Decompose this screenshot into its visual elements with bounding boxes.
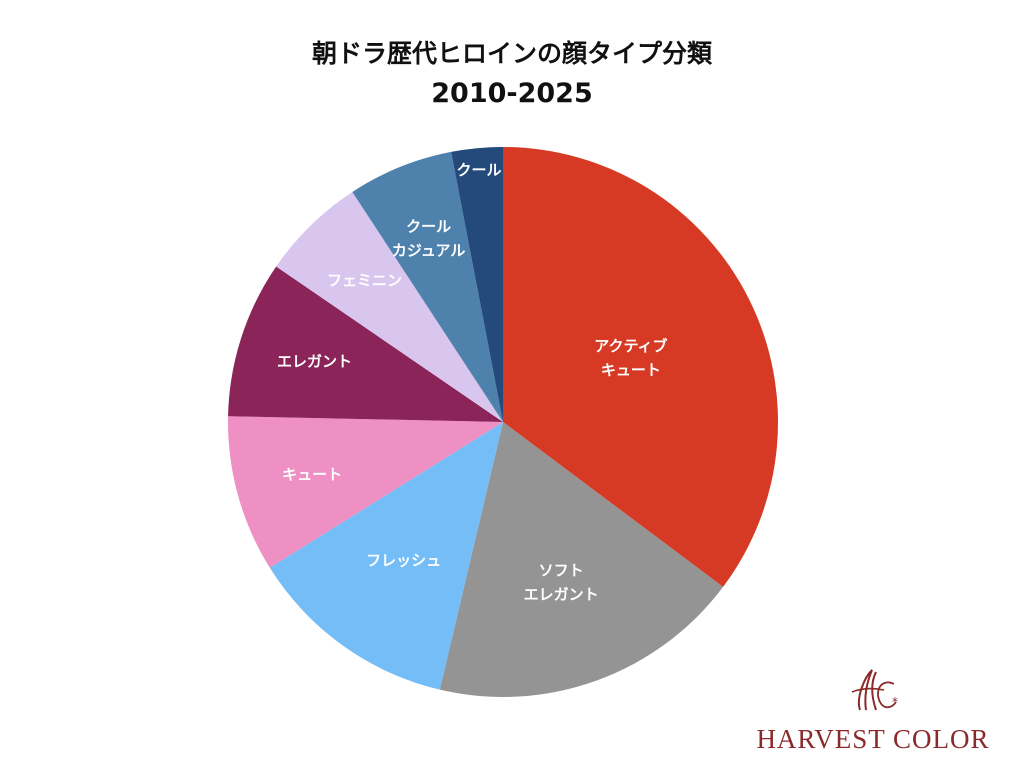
pie-slice-5	[276, 191, 503, 422]
slice-label-3-line-0: キュート	[282, 466, 342, 484]
slice-label-2-line-0: フレッシュ	[366, 552, 441, 570]
svg-text:*: *	[892, 695, 898, 709]
hc-monogram-icon: *	[851, 669, 898, 711]
chart-subtitle-years: 2010-2025	[431, 78, 593, 109]
slice-label-7-line-0: クール	[457, 161, 502, 179]
slice-label-0-line-0: アクティブ	[594, 337, 667, 355]
pie-slice-0	[503, 147, 778, 587]
pie-slice-4	[228, 266, 503, 422]
pie-slice-2	[269, 422, 503, 690]
slice-label-0-line-1: キュート	[601, 361, 661, 379]
slice-label-1-line-1: エレガント	[524, 585, 599, 603]
chart-title: 朝ドラ歴代ヒロインの顔タイプ分類	[311, 39, 712, 68]
logo-wordmark: HARVEST COLOR	[756, 724, 990, 754]
slice-label-5-line-0: フェミニン	[327, 272, 402, 290]
slice-label-6-line-0: クール	[406, 217, 451, 235]
slice-label-6-line-1: カジュアル	[392, 241, 466, 259]
slice-label-1-line-0: ソフト	[539, 561, 584, 579]
pie-slice-1	[439, 422, 724, 697]
pie-slice-3	[228, 416, 503, 568]
harvest-color-logo: * HARVEST COLOR	[742, 662, 1004, 762]
pie-slice-6	[352, 151, 503, 423]
slice-label-4-line-0: エレガント	[277, 352, 352, 370]
pie-slice-7	[451, 147, 503, 422]
